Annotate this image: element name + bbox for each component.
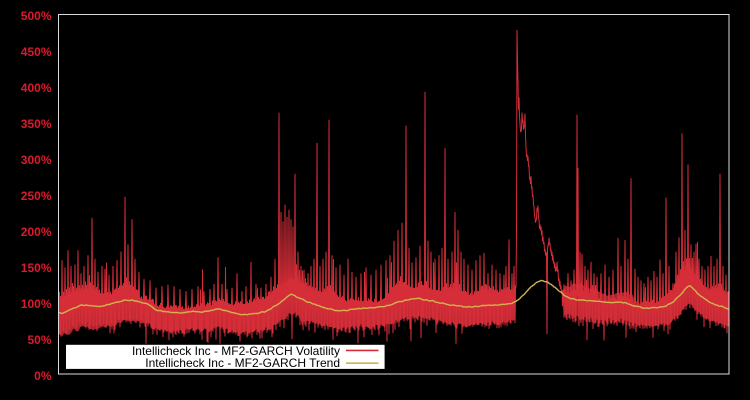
svg-text:450%: 450% [21,45,52,59]
svg-text:350%: 350% [21,117,52,131]
svg-text:Intellicheck Inc - MF2-GARCH T: Intellicheck Inc - MF2-GARCH Trend [145,356,340,370]
svg-text:50%: 50% [27,333,51,347]
svg-text:Intellicheck Inc - MF2-GARCH V: Intellicheck Inc - MF2-GARCH Volatility [132,344,340,358]
svg-text:250%: 250% [21,189,52,203]
svg-text:200%: 200% [21,225,52,239]
svg-text:150%: 150% [21,261,52,275]
svg-text:0%: 0% [34,369,52,383]
svg-text:100%: 100% [21,297,52,311]
svg-text:400%: 400% [21,81,52,95]
svg-text:500%: 500% [21,9,52,23]
svg-text:300%: 300% [21,153,52,167]
